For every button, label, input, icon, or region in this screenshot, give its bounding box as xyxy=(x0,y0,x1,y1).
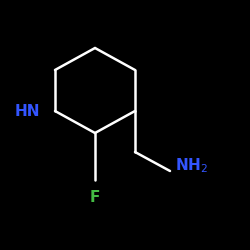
Text: HN: HN xyxy=(14,104,40,118)
Text: F: F xyxy=(90,190,100,205)
Text: NH$_2$: NH$_2$ xyxy=(175,157,208,175)
